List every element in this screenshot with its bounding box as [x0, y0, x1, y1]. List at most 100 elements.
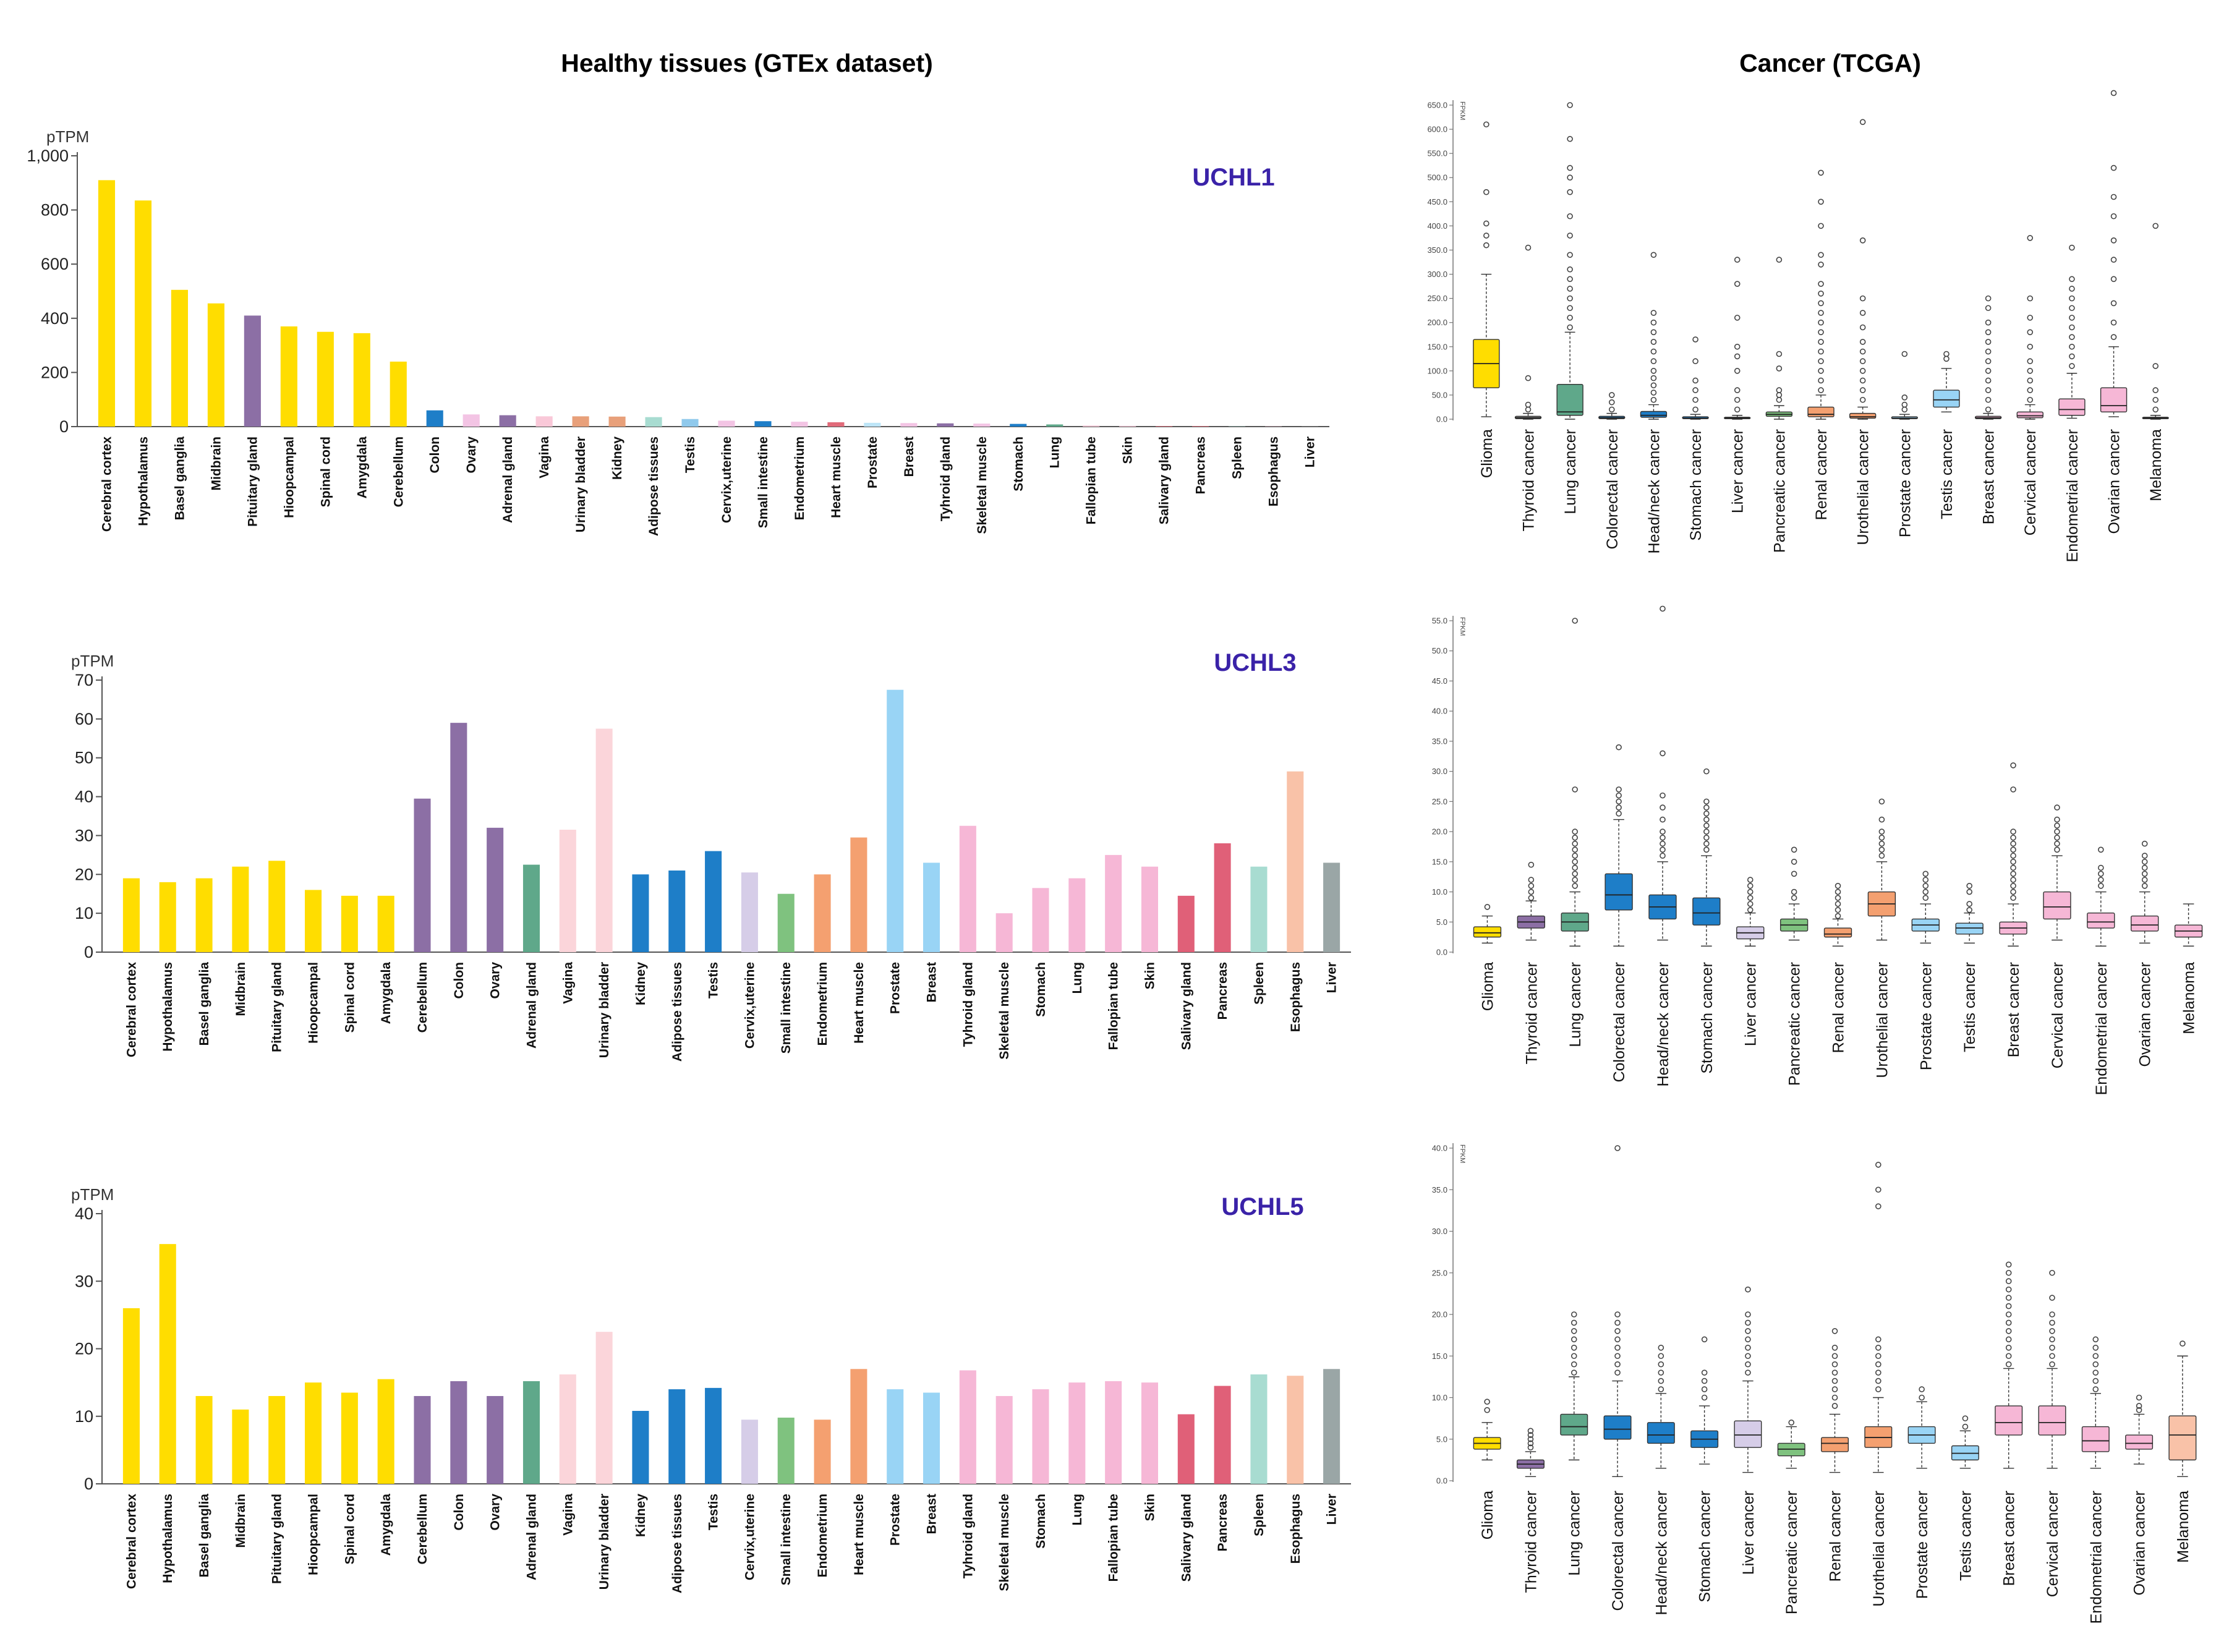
x-tick-label: Prostate — [889, 1494, 903, 1546]
outlier-point — [1571, 1345, 1577, 1351]
outlier-point — [1703, 840, 1710, 847]
y-tick-label: 45.0 — [1432, 676, 1447, 686]
x-tick-label: Breast — [925, 962, 939, 1002]
box-glioma — [1473, 121, 1500, 417]
outlier-point — [1859, 295, 1866, 302]
bar-salivary-gland — [1177, 895, 1195, 952]
x-tick-label: Testis — [707, 962, 721, 998]
x-tick-label: Stomach cancer — [1687, 429, 1705, 541]
bar-hioopcampal — [305, 1382, 322, 1484]
iqr-box — [1933, 390, 1960, 408]
outlier-point — [2097, 871, 2104, 877]
outlier-point — [2110, 300, 2117, 307]
outlier-point — [1835, 913, 1841, 919]
x-tick-label: Small intestine — [756, 436, 770, 528]
outlier-point — [2049, 1345, 2055, 1351]
outlier-point — [1571, 1353, 1577, 1360]
outlier-point — [2110, 164, 2117, 171]
outlier-point — [2010, 846, 2016, 853]
outlier-point — [1818, 387, 1824, 393]
box-lung-cancer — [1561, 618, 1589, 947]
bar-esophagus — [1287, 1376, 1304, 1484]
bar-ovary — [487, 827, 504, 952]
outlier-point — [2092, 1336, 2099, 1343]
y-axis-label: pTPM — [71, 652, 114, 670]
outlier-point — [1658, 1361, 1664, 1368]
outlier-point — [1692, 406, 1698, 413]
outlier-point — [2054, 804, 2060, 811]
x-tick-label: Endometrial cancer — [2093, 962, 2110, 1095]
outlier-point — [1658, 1353, 1664, 1360]
outlier-point — [1818, 348, 1824, 355]
y-tick-label: 25.0 — [1432, 1268, 1447, 1277]
outlier-point — [1734, 315, 1741, 321]
outlier-point — [2010, 877, 2016, 883]
x-tick-label: Tyhroid gland — [961, 962, 975, 1047]
y-tick-label: 30.0 — [1432, 1227, 1447, 1236]
outlier-point — [2027, 295, 2034, 302]
outlier-point — [1859, 348, 1866, 355]
bar-adrenal-gland — [522, 1381, 540, 1484]
x-tick-label: Colon — [452, 1494, 466, 1530]
outlier-point — [2010, 864, 2016, 871]
x-tick-label: Liver cancer — [1742, 962, 1760, 1046]
outlier-point — [2069, 286, 2075, 292]
outlier-point — [1745, 1353, 1751, 1360]
outlier-point — [1818, 368, 1824, 374]
bar-pituitary-gland — [268, 1395, 286, 1484]
outlier-point — [1571, 1336, 1577, 1343]
outlier-point — [2049, 1361, 2055, 1368]
outlier-point — [1776, 387, 1783, 393]
y-tick-label: 0 — [84, 1475, 93, 1493]
outlier-point — [2069, 315, 2075, 321]
outlier-point — [1614, 1361, 1621, 1368]
y-tick-label: 600 — [41, 255, 69, 273]
bar-spinal-cord — [341, 1392, 358, 1484]
box-cervical-cancer — [2043, 804, 2071, 941]
outlier-point — [1875, 1186, 1882, 1193]
x-tick-label: Adrenal gland — [501, 436, 515, 523]
outlier-point — [1660, 804, 1666, 811]
bar-fallopian-tube — [1105, 854, 1122, 952]
bar-cerebral-cortex — [122, 1308, 140, 1484]
x-tick-label: Urothelial cancer — [1873, 962, 1891, 1078]
x-tick-label: Amygdala — [379, 1494, 393, 1556]
iqr-box — [1807, 406, 1835, 417]
x-tick-label: Urothelial cancer — [1870, 1491, 1888, 1607]
outlier-point — [2049, 1353, 2055, 1360]
y-tick-label: 10 — [75, 904, 93, 922]
iqr-box — [2131, 915, 2159, 932]
outlier-point — [1747, 895, 1754, 901]
outlier-point — [1660, 816, 1666, 823]
x-tick-label: Liver — [1303, 436, 1318, 467]
y-tick-label: 600.0 — [1427, 125, 1447, 134]
outlier-point — [1831, 1403, 1838, 1409]
outlier-point — [2054, 822, 2060, 829]
bar-small-intestine — [754, 421, 772, 427]
outlier-point — [2027, 396, 2034, 403]
x-tick-label: Stomach — [1034, 1494, 1048, 1549]
box-renal-cancer — [1823, 883, 1852, 947]
outlier-point — [1875, 1345, 1882, 1351]
bar-salivary-gland — [1156, 426, 1173, 427]
x-tick-label: Colon — [428, 436, 442, 473]
outlier-point — [1567, 213, 1573, 219]
outlier-point — [2049, 1328, 2055, 1334]
x-tick-label: Skeletal muscle — [975, 436, 989, 534]
box-colorectal-cancer — [1598, 392, 1626, 420]
x-tick-label: Midbrain — [234, 1494, 248, 1548]
bar-hioopcampal — [305, 890, 322, 952]
box-melanoma — [2168, 1340, 2197, 1477]
outlier-point — [2152, 387, 2159, 393]
outlier-point — [1859, 377, 1866, 384]
iqr-box — [1823, 927, 1852, 938]
x-tick-label: Stomach cancer — [1697, 1491, 1714, 1603]
bar-breast — [900, 423, 918, 427]
x-tick-label: Breast cancer — [1980, 429, 1998, 524]
x-tick-label: Melanoma — [2181, 962, 2198, 1034]
outlier-point — [1614, 1145, 1621, 1151]
box-colorectal-cancer — [1603, 1145, 1632, 1477]
x-tick-label: Kidney — [634, 962, 648, 1005]
x-tick-label: Adrenal gland — [524, 1494, 539, 1580]
x-tick-label: Spleen — [1252, 962, 1266, 1005]
